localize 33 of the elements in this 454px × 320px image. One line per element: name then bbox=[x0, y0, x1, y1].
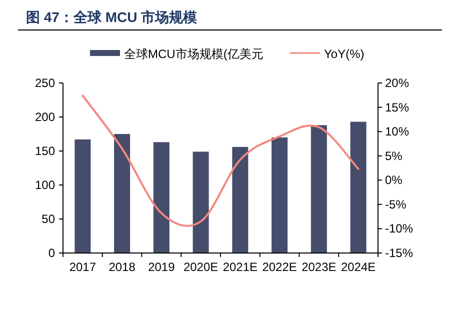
x-tick-label: 2019 bbox=[148, 260, 176, 274]
bar bbox=[272, 137, 288, 253]
y2-tick-label: 5% bbox=[385, 148, 403, 163]
x-tick-label: 2018 bbox=[108, 260, 136, 274]
bar bbox=[153, 142, 170, 253]
y2-tick-label: 15% bbox=[385, 100, 410, 114]
y-tick-label: 150 bbox=[34, 144, 56, 158]
x-tick-label: 2023E bbox=[302, 260, 336, 274]
y2-tick-label: 10% bbox=[385, 124, 410, 139]
y-tick-label: 50 bbox=[42, 212, 56, 226]
bar bbox=[310, 125, 327, 253]
y2-tick-label: -5% bbox=[385, 197, 407, 212]
y2-tick-label: 20% bbox=[385, 76, 410, 90]
legend-label: 全球MCU市场规模(亿美元 bbox=[124, 47, 264, 61]
bar bbox=[350, 122, 366, 253]
x-tick-label: 2020E bbox=[183, 260, 218, 274]
bar bbox=[74, 139, 91, 253]
y2-tick-label: -15% bbox=[385, 246, 414, 260]
legend-label: YoY(%) bbox=[324, 47, 364, 61]
y-tick-label: 100 bbox=[34, 178, 56, 192]
y2-tick-label: 0% bbox=[385, 173, 403, 188]
y2-tick-label: -10% bbox=[385, 222, 414, 236]
x-tick-label: 2024E bbox=[340, 260, 376, 274]
y-tick-label: 200 bbox=[34, 110, 56, 124]
x-tick-label: 2017 bbox=[69, 260, 96, 274]
x-tick-label: 2022E bbox=[262, 260, 297, 274]
bar bbox=[232, 146, 248, 253]
bar bbox=[114, 134, 130, 253]
y-tick-label: 250 bbox=[34, 76, 56, 90]
chart-title: 图 47：全球 MCU 市场规模 bbox=[26, 9, 198, 25]
x-tick-label: 2021E bbox=[222, 260, 258, 274]
bar bbox=[192, 152, 209, 253]
y-tick-label: 0 bbox=[48, 246, 56, 260]
